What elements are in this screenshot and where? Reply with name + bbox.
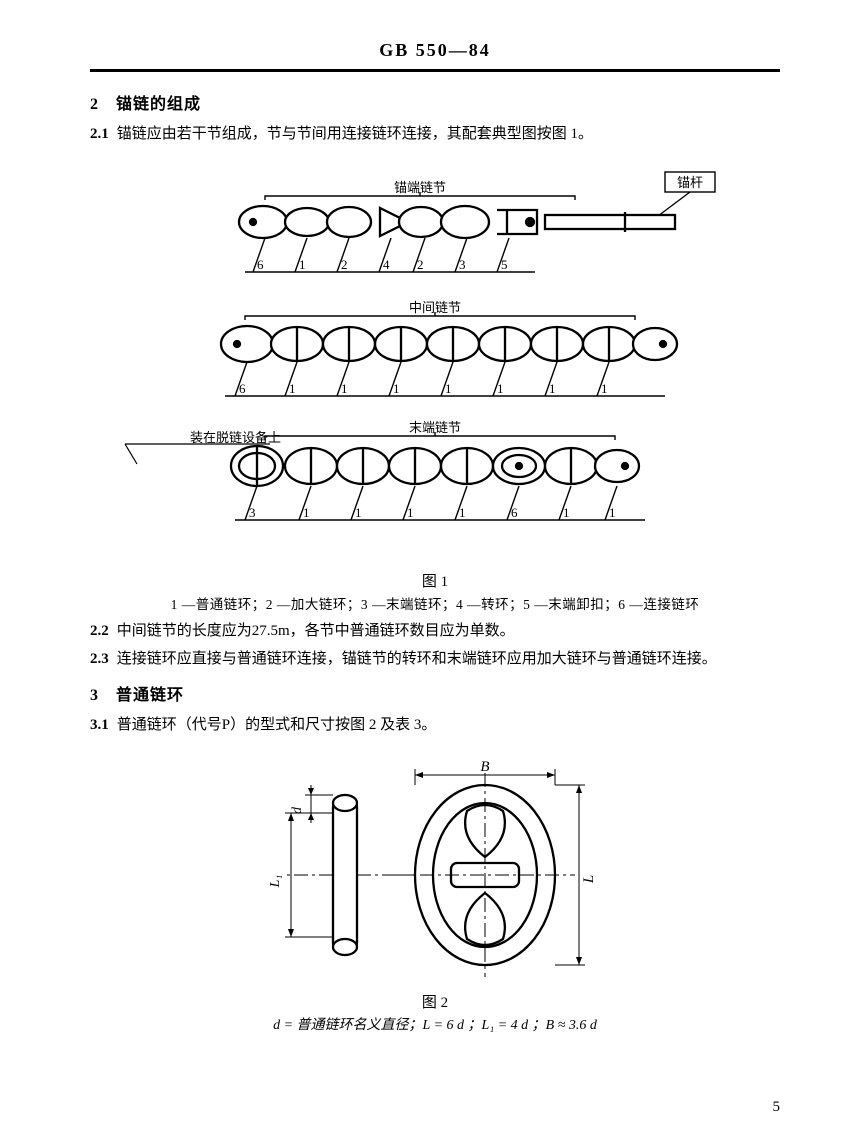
- svg-text:1: 1: [459, 505, 466, 520]
- svg-text:1: 1: [549, 381, 556, 396]
- svg-text:6: 6: [257, 257, 264, 272]
- clause-2-3-num: 2.3: [90, 651, 109, 667]
- clause-3-1-num: 3.1: [90, 717, 109, 733]
- page-number: 5: [773, 1099, 781, 1116]
- figure-1: 锚端链节 锚杆: [90, 164, 780, 613]
- svg-text:6: 6: [239, 381, 246, 396]
- svg-text:1: 1: [609, 505, 616, 520]
- svg-text:6: 6: [511, 505, 518, 520]
- section-2-heading: 2 锚链的组成: [90, 90, 780, 114]
- svg-text:1: 1: [445, 381, 452, 396]
- clause-3-1: 3.1 普通链环（代号P）的型式和尺寸按图 2 及表 3。: [90, 713, 780, 737]
- svg-text:1: 1: [303, 505, 310, 520]
- svg-text:L: L: [581, 875, 597, 884]
- svg-text:2: 2: [341, 257, 348, 272]
- svg-text:5: 5: [501, 257, 508, 272]
- clause-2-2-text: 中间链节的长度应为27.5m，各节中普通链环数目应为单数。: [117, 623, 515, 639]
- clause-3-1-text: 普通链环（代号P）的型式和尺寸按图 2 及表 3。: [117, 717, 437, 733]
- clause-2-3: 2.3 连接链环应直接与普通链环连接，锚链节的转环和末端链环应用加大链环与普通链环…: [90, 647, 780, 671]
- clause-2-2: 2.2 中间链节的长度应为27.5m，各节中普通链环数目应为单数。: [90, 619, 780, 643]
- clause-2-2-num: 2.2: [90, 623, 109, 639]
- figure-2-caption: 图 2: [90, 991, 780, 1012]
- section-3-heading: 3 普通链环: [90, 681, 780, 705]
- svg-text:1: 1: [355, 505, 362, 520]
- figure-1-caption: 图 1: [90, 570, 780, 591]
- standard-number: GB 550—84: [379, 40, 491, 60]
- figure-1-legend: 1 —普通链环；2 —加大链环；3 —末端链环；4 —转环；5 —末端卸扣；6 …: [90, 593, 780, 613]
- svg-text:3: 3: [249, 505, 256, 520]
- svg-text:1: 1: [563, 505, 570, 520]
- clause-2-1-num: 2.1: [90, 126, 109, 142]
- svg-text:1: 1: [341, 381, 348, 396]
- svg-text:3: 3: [459, 257, 466, 272]
- figure-1-svg: 锚端链节 锚杆: [95, 164, 775, 564]
- svg-text:L₁: L₁: [268, 875, 283, 889]
- svg-text:1: 1: [289, 381, 296, 396]
- svg-text:1: 1: [497, 381, 504, 396]
- svg-text:B: B: [480, 759, 489, 775]
- figure-2-formula: d = 普通链环名义直径；L = 6 d ；L₁ = 4 d ；B ≈ 3.6 …: [90, 1014, 780, 1034]
- clause-2-1: 2.1 锚链应由若干节组成，节与节间用连接链环连接，其配套典型图按图 1。: [90, 122, 780, 146]
- figure-2: d L₁: [90, 755, 780, 1034]
- svg-text:4: 4: [383, 257, 390, 272]
- clause-2-1-text: 锚链应由若干节组成，节与节间用连接链环连接，其配套典型图按图 1。: [117, 126, 593, 142]
- fig1-device-label: 装在脱链设备上: [190, 430, 281, 445]
- fig1-anchor-label: 锚杆: [677, 175, 703, 190]
- page-header: GB 550—84: [90, 40, 780, 72]
- svg-text:1: 1: [393, 381, 400, 396]
- svg-text:2: 2: [417, 257, 424, 272]
- figure-2-svg: d L₁: [245, 755, 625, 985]
- svg-text:1: 1: [299, 257, 306, 272]
- svg-text:1: 1: [407, 505, 414, 520]
- clause-2-3-text: 连接链环应直接与普通链环连接，锚链节的转环和末端链环应用加大链环与普通链环连接。: [117, 651, 717, 667]
- svg-text:1: 1: [601, 381, 608, 396]
